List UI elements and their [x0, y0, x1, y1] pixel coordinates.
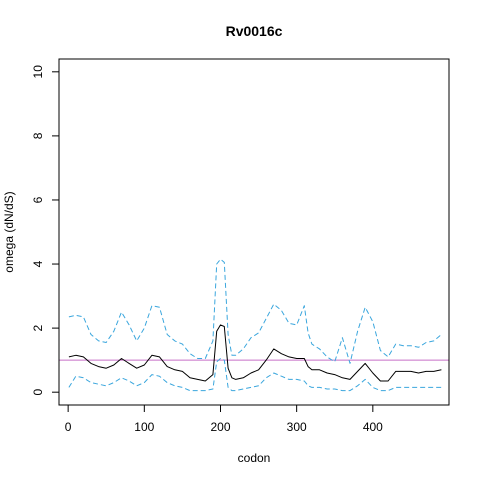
y-tick-label: 0	[31, 389, 45, 396]
y-tick-label: 8	[31, 132, 45, 139]
chart-title: Rv0016c	[226, 23, 283, 39]
x-axis: 0 100 200 300 400	[65, 404, 383, 434]
x-tick-label: 100	[134, 420, 154, 434]
y-axis: 0 2 4 6 8 10	[31, 65, 60, 396]
y-tick-label: 2	[31, 324, 45, 331]
series-line-omega	[68, 324, 442, 382]
y-axis-label: omega (dN/dS)	[2, 191, 16, 272]
x-tick-label: 400	[363, 420, 383, 434]
y-tick-label: 6	[31, 196, 45, 203]
series-line-upper-bound	[68, 258, 442, 364]
x-tick-label: 200	[210, 420, 230, 434]
series-line-lower-bound	[68, 358, 442, 392]
y-tick-label: 4	[31, 260, 45, 267]
x-axis-label: codon	[238, 451, 271, 465]
plot-area	[59, 258, 449, 392]
x-tick-label: 300	[287, 420, 307, 434]
y-tick-label: 10	[31, 65, 45, 79]
x-tick-label: 0	[65, 420, 72, 434]
